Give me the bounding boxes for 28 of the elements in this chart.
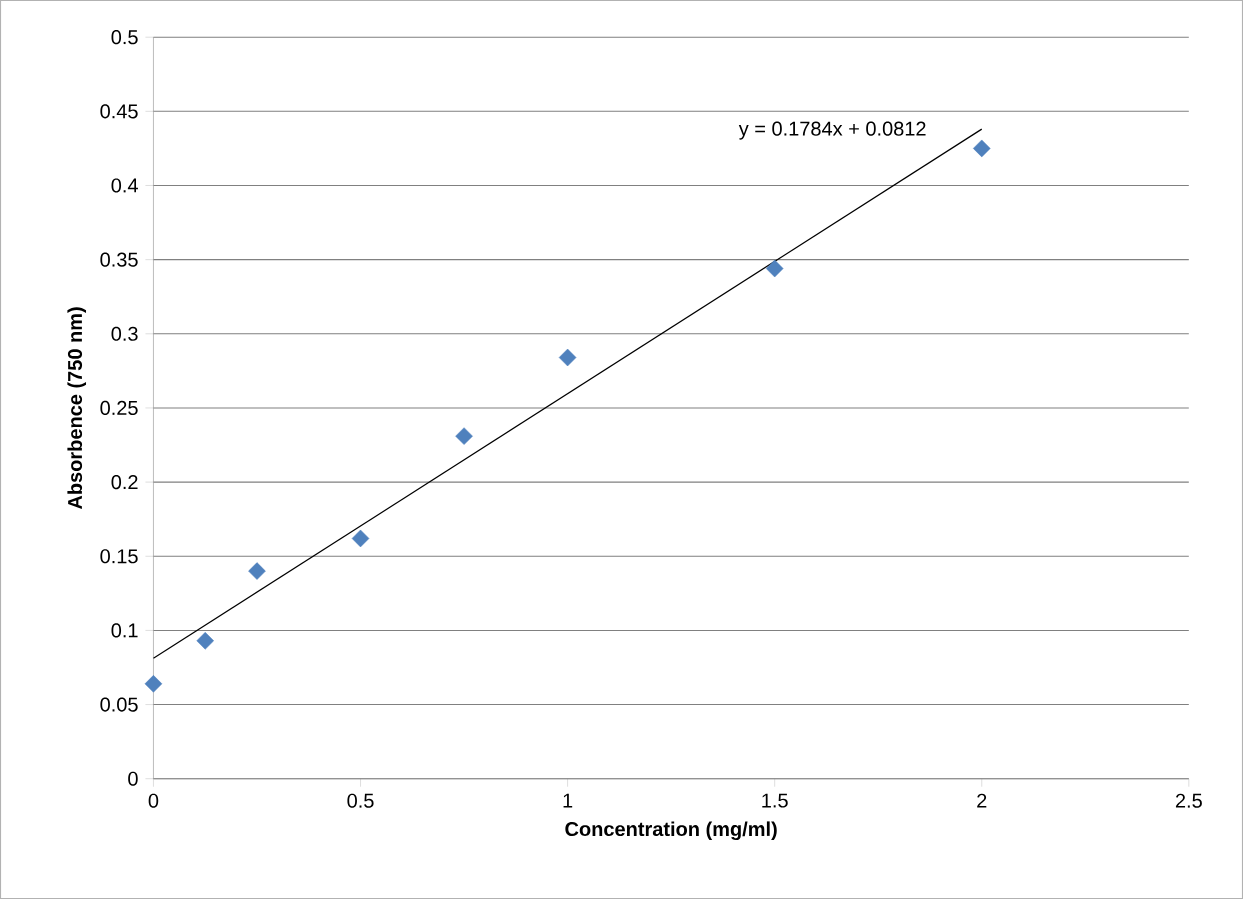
y-tick-label: 0.25 bbox=[100, 400, 138, 415]
x-tick-label: 2 bbox=[977, 793, 987, 808]
point bbox=[248, 562, 266, 580]
annotation: y = 0.1784x + 0.0812 bbox=[738, 121, 926, 140]
x-tick-label: 0.5 bbox=[347, 793, 374, 808]
y-tick-label: 0.1 bbox=[111, 623, 138, 638]
point bbox=[351, 529, 370, 548]
x-tick-label: 1.5 bbox=[762, 793, 788, 808]
x-tick-label: 1 bbox=[563, 793, 573, 808]
x-tick-label: 0 bbox=[148, 793, 159, 808]
point bbox=[196, 631, 214, 650]
point bbox=[765, 259, 784, 278]
point bbox=[455, 427, 473, 445]
y-tick-label: 0.45 bbox=[100, 104, 138, 119]
y-axis-title: Absorbence (750 nm) bbox=[67, 307, 87, 509]
point bbox=[973, 139, 991, 158]
y-tick-label: 0.35 bbox=[100, 252, 138, 267]
point bbox=[144, 674, 163, 693]
y-tick-label: 0.2 bbox=[111, 474, 138, 490]
y-tick-label: 0.15 bbox=[100, 549, 138, 564]
y-tick-label: 0.05 bbox=[100, 697, 138, 712]
y-tick-label: 0.3 bbox=[111, 326, 138, 341]
y-tick-label: 0.4 bbox=[111, 178, 138, 193]
y-tick-label: 0 bbox=[128, 771, 138, 786]
point bbox=[558, 348, 577, 367]
y-tick-label: 0.5 bbox=[111, 30, 138, 45]
x-axis-title: Concentration (mg/ml) bbox=[565, 821, 777, 841]
x-tick-label: 2.5 bbox=[1175, 793, 1202, 808]
